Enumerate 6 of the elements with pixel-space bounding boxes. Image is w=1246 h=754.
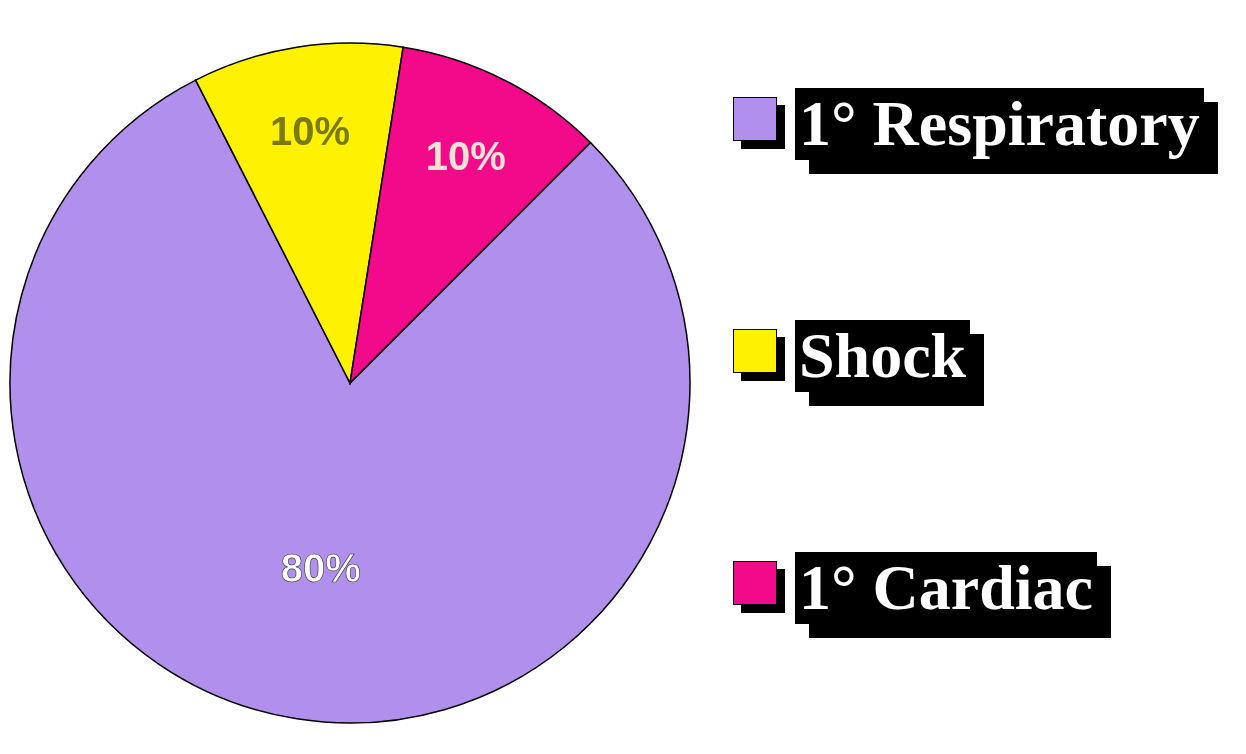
data-label: 10% [270,109,351,154]
legend-label: 1° Cardiac [795,552,1097,624]
legend-label: 1° Respiratory [795,88,1204,160]
data-label: 80% [280,545,361,590]
data-label: 10% [425,133,506,178]
legend-label: Shock [795,320,971,392]
